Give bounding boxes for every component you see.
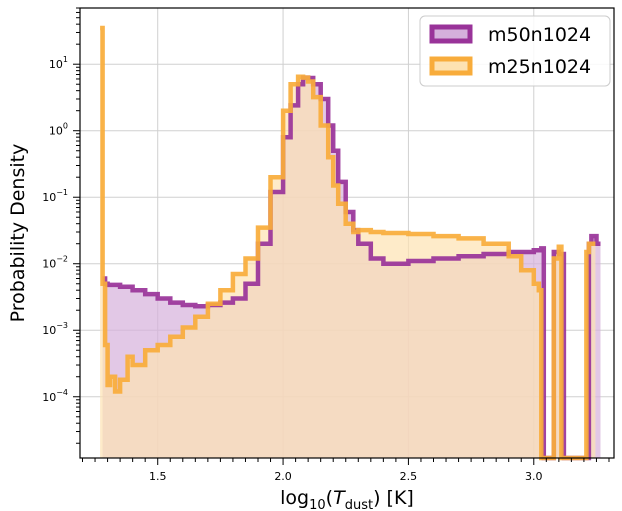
y-tick-label: 100 — [49, 122, 68, 138]
series-fill-1 — [100, 28, 596, 458]
y-tick-label: 10−2 — [42, 255, 68, 271]
x-tick-label: 2.5 — [400, 470, 418, 483]
x-tick-label: 2.0 — [274, 470, 292, 483]
axis-ticks: 1.5 2.0 2.5 3.0 10−4 10−3 10−2 10−1 100 101 — [42, 7, 610, 483]
legend-swatch — [429, 24, 473, 44]
y-tick-label: 101 — [49, 55, 68, 71]
series-line-1 — [100, 25, 596, 461]
x-tick-label: 3.0 — [525, 470, 543, 483]
legend-label: m50n1024 — [488, 24, 591, 46]
legend-swatch — [429, 56, 473, 76]
y-tick-label: 10−4 — [42, 388, 68, 404]
y-tick-label: 10−3 — [42, 321, 68, 337]
y-tick-label: 10−1 — [42, 188, 68, 204]
y-axis-label: Probability Density — [7, 144, 29, 323]
series-fills — [100, 28, 601, 458]
legend-label: m25n1024 — [488, 56, 591, 78]
x-tick-label: 1.5 — [149, 470, 167, 483]
legend: m50n1024 m25n1024 — [419, 15, 611, 87]
plot-frame — [79, 7, 615, 459]
x-axis-label: log10(Tdust) [K] — [280, 487, 414, 511]
